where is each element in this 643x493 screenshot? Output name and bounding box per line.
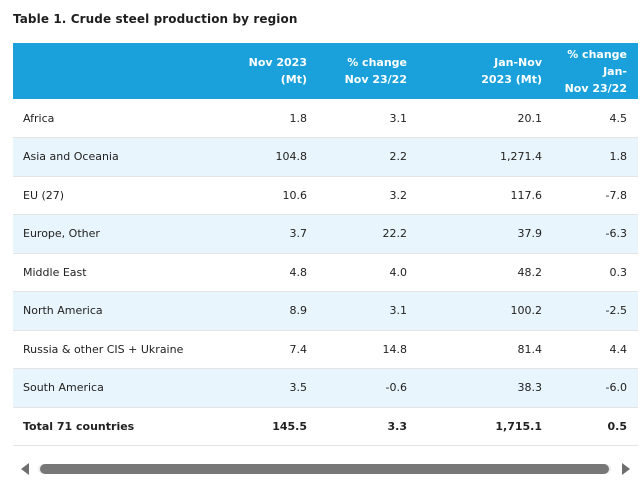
table-header-row: Nov 2023 (Mt) % change Nov 23/22 Jan-Nov…	[13, 43, 638, 99]
column-header-line: % change Jan-	[567, 47, 627, 78]
nov-change-cell: 22.2	[382, 227, 408, 241]
region-cell: Russia & other CIS + Ukraine	[23, 342, 184, 356]
column-header-line: Nov 2023	[248, 56, 307, 69]
ytd-2023-cell: 48.2	[517, 265, 543, 279]
region-cell: South America	[23, 381, 104, 395]
ytd-change-cell: 4.5	[609, 111, 628, 125]
column-header-line: (Mt)	[280, 73, 307, 86]
table-row: Russia & other CIS + Ukraine 7.4 14.8 81…	[13, 330, 638, 369]
column-header-line: Nov 23/22	[344, 73, 407, 86]
column-header-nov-change: % change Nov 23/22	[318, 43, 418, 99]
column-header-line: 2023 (Mt)	[481, 73, 542, 86]
horizontal-scrollbar[interactable]	[13, 459, 638, 479]
nov-2023-cell: 4.8	[289, 265, 308, 279]
table-row: Europe, Other 3.7 22.2 37.9 -6.3	[13, 214, 638, 253]
ytd-2023-cell: 1,715.1	[495, 419, 542, 433]
nov-change-cell: -0.6	[385, 381, 407, 395]
ytd-2023-cell: 100.2	[510, 304, 543, 318]
triangle-left-icon[interactable]	[21, 463, 29, 475]
table-title: Table 1. Crude steel production by regio…	[13, 12, 298, 26]
ytd-change-cell: 1.8	[609, 150, 628, 164]
nov-2023-cell: 145.5	[272, 419, 307, 433]
nov-change-cell: 3.2	[389, 188, 408, 202]
region-cell: Middle East	[23, 265, 87, 279]
scrollbar-track[interactable]	[38, 464, 611, 474]
ytd-change-cell: 0.3	[609, 265, 628, 279]
nov-change-cell: 3.1	[389, 304, 408, 318]
table-row: Africa 1.8 3.1 20.1 4.5	[13, 99, 638, 138]
table-row: South America 3.5 -0.6 38.3 -6.0	[13, 368, 638, 407]
nov-2023-cell: 10.6	[282, 188, 308, 202]
nov-change-cell: 14.8	[382, 342, 408, 356]
region-cell: North America	[23, 304, 103, 318]
table-total-row: Total 71 countries 145.5 3.3 1,715.1 0.5	[13, 407, 638, 446]
triangle-right-icon[interactable]	[622, 463, 630, 475]
ytd-2023-cell: 20.1	[517, 111, 543, 125]
ytd-change-cell: -7.8	[605, 188, 627, 202]
nov-change-cell: 4.0	[389, 265, 408, 279]
ytd-change-cell: -6.0	[605, 381, 627, 395]
ytd-change-cell: -6.3	[605, 227, 627, 241]
region-cell: Europe, Other	[23, 227, 100, 241]
nov-change-cell: 3.1	[389, 111, 408, 125]
table-container: Nov 2023 (Mt) % change Nov 23/22 Jan-Nov…	[13, 43, 638, 446]
table-row: EU (27) 10.6 3.2 117.6 -7.8	[13, 176, 638, 215]
table-row: North America 8.9 3.1 100.2 -2.5	[13, 291, 638, 330]
ytd-2023-cell: 37.9	[517, 227, 543, 241]
ytd-change-cell: -2.5	[605, 304, 627, 318]
scrollbar-thumb[interactable]	[40, 464, 609, 474]
region-cell: Africa	[23, 111, 55, 125]
column-header-line: Jan-Nov	[494, 56, 542, 69]
steel-production-table: Nov 2023 (Mt) % change Nov 23/22 Jan-Nov…	[13, 43, 638, 446]
ytd-change-cell: 0.5	[607, 419, 628, 433]
column-header-jan-nov-change: % change Jan- Nov 23/22	[553, 43, 638, 99]
nov-change-cell: 3.3	[387, 419, 408, 433]
column-header-jan-nov-2023: Jan-Nov 2023 (Mt)	[418, 43, 553, 99]
nov-2023-cell: 7.4	[289, 342, 308, 356]
ytd-2023-cell: 117.6	[510, 188, 543, 202]
nov-2023-cell: 3.7	[289, 227, 308, 241]
nov-2023-cell: 3.5	[289, 381, 308, 395]
column-header-region	[13, 43, 226, 99]
ytd-2023-cell: 1,271.4	[500, 150, 542, 164]
region-cell: Asia and Oceania	[23, 150, 119, 164]
ytd-2023-cell: 38.3	[517, 381, 543, 395]
table-row: Asia and Oceania 104.8 2.2 1,271.4 1.8	[13, 137, 638, 176]
nov-2023-cell: 104.8	[275, 150, 308, 164]
region-cell: EU (27)	[23, 188, 65, 202]
column-header-nov-2023: Nov 2023 (Mt)	[226, 43, 318, 99]
ytd-change-cell: 4.4	[609, 342, 628, 356]
ytd-2023-cell: 81.4	[517, 342, 543, 356]
nov-2023-cell: 8.9	[289, 304, 308, 318]
nov-2023-cell: 1.8	[289, 111, 308, 125]
table-row: Middle East 4.8 4.0 48.2 0.3	[13, 253, 638, 292]
column-header-line: Nov 23/22	[564, 81, 627, 95]
region-cell: Total 71 countries	[23, 419, 135, 433]
column-header-line: % change	[347, 56, 407, 69]
nov-change-cell: 2.2	[389, 150, 408, 164]
